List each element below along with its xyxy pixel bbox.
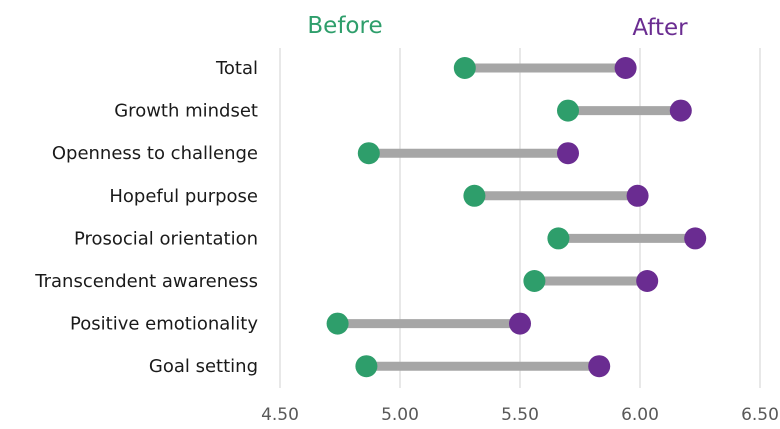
- before-point: [453, 57, 476, 79]
- after-point: [614, 57, 637, 79]
- after-point: [509, 312, 531, 335]
- category-label: Total: [215, 58, 258, 79]
- after-point: [557, 142, 579, 165]
- before-point: [357, 142, 380, 165]
- x-tick-label: 4.50: [261, 405, 299, 425]
- before-point: [463, 184, 486, 207]
- before-point: [523, 270, 546, 292]
- before-point: [547, 227, 570, 250]
- connector-bars: [337, 63, 696, 371]
- x-axis-tick-labels: 4.50 5.00 5.50 6.00 6.50: [261, 405, 779, 425]
- category-label: Openness to challenge: [52, 143, 258, 164]
- before-point: [326, 312, 349, 335]
- category-label: Growth mindset: [114, 101, 258, 122]
- category-labels: Total Growth mindset Openness to challenge…: [34, 58, 258, 377]
- x-tick-label: 6.00: [621, 405, 659, 425]
- legend-label-before: Before: [307, 13, 382, 39]
- after-point: [588, 355, 611, 378]
- category-label: Positive emotionality: [70, 314, 258, 335]
- after-point: [669, 99, 692, 122]
- before-point: [557, 99, 579, 122]
- x-tick-label: 5.50: [501, 405, 539, 425]
- legend: Before After: [307, 13, 688, 41]
- legend-label-after: After: [632, 15, 688, 41]
- data-points: [326, 57, 707, 378]
- category-label: Prosocial orientation: [74, 228, 258, 249]
- category-label: Transcendent awareness: [34, 271, 258, 292]
- after-point: [684, 227, 707, 250]
- before-point: [355, 355, 378, 378]
- category-label: Hopeful purpose: [109, 186, 258, 207]
- gridlines: [279, 48, 761, 388]
- x-tick-label: 6.50: [741, 405, 779, 425]
- x-tick-label: 5.00: [381, 405, 419, 425]
- category-label: Goal setting: [149, 356, 258, 377]
- after-point: [626, 184, 649, 207]
- after-point: [636, 270, 659, 292]
